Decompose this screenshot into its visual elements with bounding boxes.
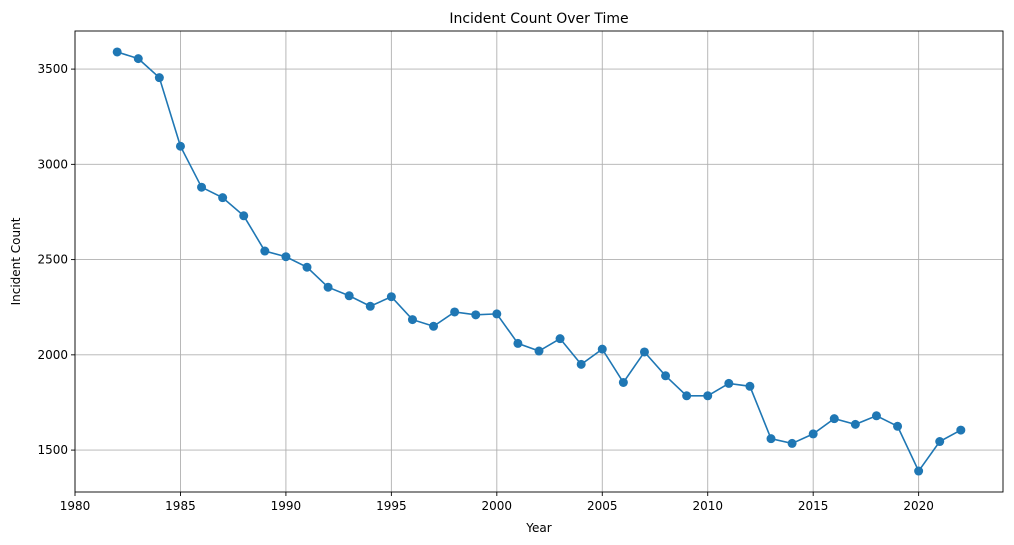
- x-tick-label: 2020: [903, 499, 934, 513]
- data-point: [534, 346, 544, 356]
- data-point: [639, 347, 649, 357]
- x-axis: 1980 1985 1990 1995 2000 2005 2010 2015 2020: [60, 492, 934, 513]
- data-point: [724, 378, 734, 388]
- x-tick-label: 1980: [60, 499, 91, 513]
- series-line: [116, 51, 962, 473]
- data-point: [935, 437, 945, 447]
- y-tick-label: 1500: [37, 443, 68, 457]
- chart-title: Incident Count Over Time: [449, 11, 628, 27]
- data-point: [808, 429, 818, 439]
- data-point: [766, 434, 776, 444]
- data-point: [850, 419, 860, 429]
- data-point: [597, 344, 607, 354]
- y-axis-title: Incident Count: [9, 217, 23, 305]
- data-point: [386, 292, 396, 302]
- data-point: [745, 381, 755, 391]
- y-tick-label: 2000: [37, 348, 68, 362]
- data-point: [956, 425, 966, 435]
- x-tick-label: 2010: [692, 499, 723, 513]
- data-point: [154, 73, 164, 83]
- x-axis-title: Year: [525, 521, 551, 535]
- y-tick-label: 3000: [37, 157, 68, 171]
- data-point: [281, 252, 291, 262]
- data-point: [492, 309, 502, 319]
- data-point: [197, 182, 207, 192]
- data-point: [829, 414, 839, 424]
- data-point: [175, 141, 185, 151]
- plot-area-frame: [74, 30, 1004, 493]
- data-point: [365, 301, 375, 311]
- data-point: [618, 377, 628, 387]
- x-tick-label: 2000: [482, 499, 513, 513]
- y-tick-label: 3500: [37, 62, 68, 76]
- data-point: [133, 54, 143, 64]
- data-points: [112, 47, 966, 476]
- data-point: [871, 411, 881, 421]
- x-tick-label: 1985: [165, 499, 196, 513]
- data-point: [513, 338, 523, 348]
- data-point: [239, 211, 249, 221]
- data-point: [260, 246, 270, 256]
- y-axis: 1500 2000 2500 3000 3500: [37, 62, 75, 457]
- data-point: [914, 466, 924, 476]
- data-point: [218, 193, 228, 203]
- data-point: [576, 359, 586, 369]
- data-point: [450, 307, 460, 317]
- data-point: [555, 334, 565, 344]
- data-point: [682, 391, 692, 401]
- data-point: [661, 371, 671, 381]
- data-point: [344, 291, 354, 301]
- data-point: [407, 315, 417, 325]
- data-point: [893, 421, 903, 431]
- data-point: [703, 391, 713, 401]
- data-point: [429, 321, 439, 331]
- x-tick-label: 2005: [587, 499, 618, 513]
- x-tick-label: 1995: [376, 499, 407, 513]
- data-point: [787, 438, 797, 448]
- data-point: [302, 262, 312, 272]
- y-tick-label: 2500: [37, 253, 68, 267]
- data-point: [112, 47, 122, 57]
- x-tick-label: 2015: [798, 499, 829, 513]
- data-point: [323, 282, 333, 292]
- x-tick-label: 1990: [271, 499, 302, 513]
- data-point: [471, 310, 481, 320]
- grid: [74, 31, 1003, 492]
